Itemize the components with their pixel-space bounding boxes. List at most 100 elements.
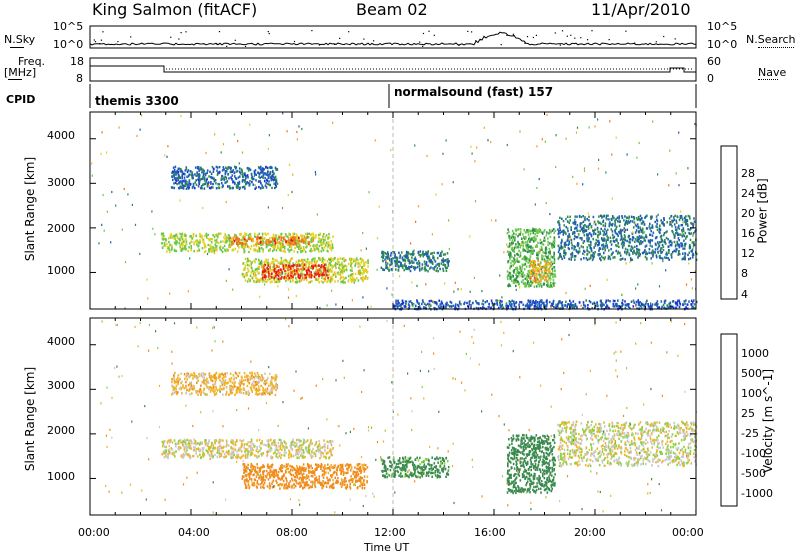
heatmap-cell [254,243,257,246]
heatmap-cell [672,230,674,234]
heatmap-cell [262,176,264,179]
heatmap-speckle [503,306,505,309]
heatmap-speckle [332,121,334,124]
heatmap-cell [636,223,639,226]
heatmap-cell [315,269,318,272]
heatmap-cell [651,245,653,248]
noise-dot [339,37,341,39]
heatmap-speckle [220,151,222,154]
heatmap-cell [238,167,241,170]
heatmap-cell [507,284,509,287]
heatmap-cell [232,237,234,240]
heatmap-cell [413,261,415,264]
heatmap-cell [211,165,214,169]
heatmap-speckle [611,153,613,156]
heatmap-cell [609,257,612,261]
heatmap-cell [181,177,183,180]
heatmap-cell [592,215,595,219]
heatmap-cell [430,304,432,307]
heatmap-cell [693,241,695,244]
heatmap-cell [230,176,232,179]
heatmap-cell [216,169,218,172]
heatmap-cell [339,268,342,271]
heatmap-cell [320,238,323,241]
heatmap-cell [338,263,341,267]
noise-dot [663,35,665,38]
heatmap-speckle [683,221,685,224]
heatmap-cell [218,165,221,169]
heatmap-cell [600,227,602,231]
heatmap-cell [290,258,292,261]
heatmap-cell [192,235,195,238]
heatmap-cell [639,214,642,218]
heatmap-cell [415,304,417,307]
heatmap-cell [233,235,236,239]
heatmap-cell [191,171,194,175]
heatmap-cell [311,280,313,283]
heatmap-cell [357,279,360,282]
heatmap-cell [616,216,619,219]
heatmap-cell [270,240,272,243]
heatmap-cell [247,245,249,248]
heatmap-cell [547,261,549,264]
heatmap-cell [269,237,271,240]
heatmap-cell [658,224,661,228]
heatmap-cell [245,260,248,264]
heatmap-speckle [598,158,600,161]
heatmap-cell [638,235,641,238]
heatmap-cell [599,247,602,250]
velocity-ytick-4000: 4000 [47,335,75,348]
heatmap-cell [258,175,260,178]
heatmap-speckle [329,258,331,261]
heatmap-cell [299,259,301,262]
heatmap-cell [266,279,269,282]
heatmap-cell [263,260,266,264]
heatmap-cell [626,249,629,252]
heatmap-speckle [101,223,103,226]
heatmap-cell [626,221,629,224]
heatmap-speckle [110,241,112,244]
heatmap-cell [270,165,272,169]
heatmap-cell [246,273,248,277]
heatmap-cell [541,266,544,269]
heatmap-speckle [685,283,688,286]
heatmap-cell [320,280,323,283]
heatmap-cell [284,266,287,269]
heatmap-cell [406,250,408,254]
heatmap-cell [202,238,205,242]
heatmap-cell [648,251,650,254]
heatmap-cell [299,248,302,251]
heatmap-cell [517,253,519,257]
heatmap-speckle [651,262,653,265]
heatmap-cell [324,279,326,282]
heatmap-cell [229,170,232,174]
heatmap-cell [589,240,592,244]
heatmap-speckle [267,147,269,151]
heatmap-speckle [550,305,552,309]
heatmap-cell [639,242,641,246]
heatmap-cell [674,214,676,217]
heatmap-cell [530,252,532,255]
noise-dot [570,34,572,36]
heatmap-cell [588,251,591,254]
heatmap-cell [420,268,423,271]
heatmap-cell [596,228,599,231]
heatmap-cell [618,224,621,227]
heatmap-cell [258,279,260,282]
heatmap-cell [688,258,690,261]
heatmap-cell [261,265,263,269]
heatmap-cell [210,176,212,179]
heatmap-cell [559,252,562,256]
heatmap-cell [442,253,445,256]
heatmap-cell [193,243,195,246]
heatmap-cell [221,182,223,185]
heatmap-cell [639,226,641,229]
heatmap-cell [270,244,273,247]
heatmap-cell [238,237,240,241]
heatmap-cell [569,303,571,306]
heatmap-cell [535,229,538,232]
heatmap-cell [335,266,337,270]
heatmap-speckle [127,193,129,196]
heatmap-cell [530,284,532,287]
heatmap-cell [232,238,235,241]
